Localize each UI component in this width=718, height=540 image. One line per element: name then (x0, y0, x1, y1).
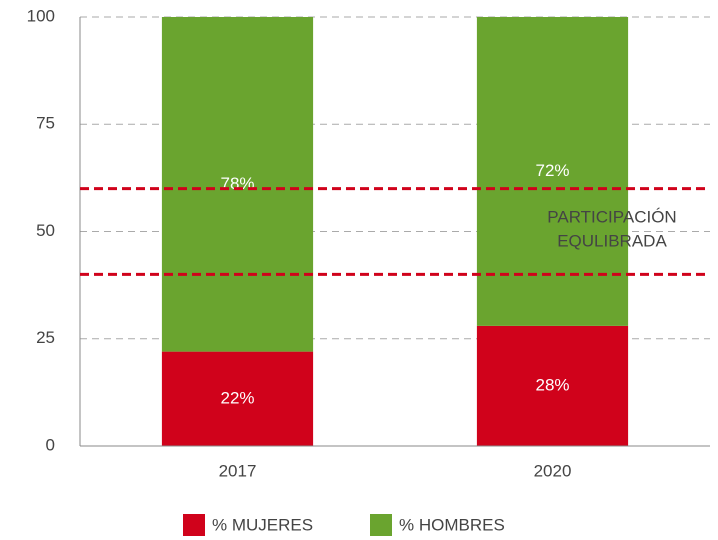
x-tick-label: 2020 (534, 461, 572, 480)
legend-swatch (183, 514, 205, 536)
annotation: EQULIBRADA (557, 231, 667, 250)
legend-label: % HOMBRES (399, 515, 505, 534)
legend-swatch (370, 514, 392, 536)
value-label: 72% (535, 161, 569, 180)
annotation: PARTICIPACIÓN (547, 207, 676, 226)
x-tick-label: 2017 (219, 461, 257, 480)
value-label: 22% (220, 388, 254, 407)
y-tick-label: 50 (36, 221, 55, 240)
y-tick-label: 75 (36, 114, 55, 133)
y-tick-label: 25 (36, 328, 55, 347)
y-tick-label: 100 (27, 6, 55, 25)
legend-label: % MUJERES (212, 515, 313, 534)
y-tick-label: 0 (46, 435, 55, 454)
bar-segment (161, 17, 314, 352)
bar-segment (161, 351, 314, 446)
value-label: 28% (535, 375, 569, 394)
bar-segment (476, 325, 629, 446)
